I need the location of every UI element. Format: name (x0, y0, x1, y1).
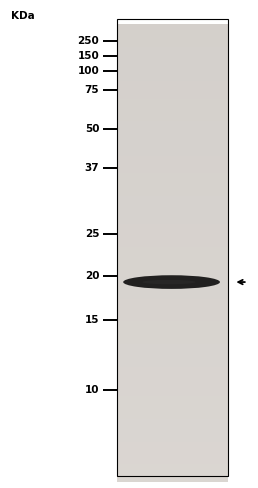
Bar (117, 379, 228, 385)
Bar (117, 425, 228, 430)
Bar (117, 133, 228, 139)
Bar (117, 282, 228, 287)
Bar (117, 299, 228, 305)
Text: 15: 15 (85, 315, 99, 325)
Text: KDa: KDa (11, 11, 35, 20)
Bar (117, 207, 228, 213)
Bar (117, 184, 228, 190)
Bar (117, 356, 228, 362)
Text: 100: 100 (78, 66, 99, 76)
Bar (117, 419, 228, 425)
Bar (117, 104, 228, 110)
Bar (117, 264, 228, 270)
Bar (117, 167, 228, 173)
Bar (117, 390, 228, 396)
Bar (117, 247, 228, 253)
Bar (117, 385, 228, 390)
Bar (117, 122, 228, 127)
Text: 150: 150 (78, 51, 99, 61)
Bar (117, 430, 228, 436)
Bar (117, 19, 228, 476)
Bar (117, 87, 228, 93)
Bar (117, 24, 228, 30)
Bar (117, 30, 228, 36)
Bar (117, 156, 228, 162)
Bar (117, 81, 228, 87)
Ellipse shape (123, 275, 220, 289)
Bar (117, 373, 228, 379)
Bar (117, 402, 228, 407)
Bar (117, 202, 228, 207)
Bar (117, 127, 228, 133)
Text: 10: 10 (85, 386, 99, 395)
Text: 25: 25 (85, 229, 99, 239)
Bar (117, 190, 228, 196)
Bar (117, 276, 228, 282)
Bar (117, 396, 228, 402)
Bar (117, 179, 228, 184)
Bar (117, 476, 228, 482)
Bar (117, 224, 228, 230)
Bar (117, 150, 228, 156)
Bar (117, 367, 228, 373)
Bar (117, 144, 228, 150)
Bar (117, 453, 228, 459)
Bar (117, 407, 228, 413)
Bar (117, 173, 228, 179)
Text: 75: 75 (85, 85, 99, 95)
Bar (117, 339, 228, 345)
Ellipse shape (142, 280, 196, 284)
Bar (117, 327, 228, 333)
Text: 20: 20 (85, 271, 99, 281)
Bar (117, 322, 228, 327)
Bar (117, 305, 228, 310)
Bar (117, 345, 228, 350)
Bar (117, 253, 228, 259)
Bar (117, 436, 228, 442)
Bar (117, 139, 228, 144)
Bar (117, 47, 228, 53)
Bar (117, 242, 228, 247)
Bar (117, 362, 228, 367)
Bar (117, 333, 228, 339)
Bar (117, 93, 228, 99)
Bar (117, 465, 228, 470)
Bar (117, 116, 228, 122)
Bar (117, 259, 228, 264)
Bar (117, 99, 228, 104)
Bar (117, 59, 228, 64)
Bar (117, 213, 228, 219)
Text: 37: 37 (85, 163, 99, 173)
Bar (117, 70, 228, 76)
Bar (117, 470, 228, 476)
Bar (117, 316, 228, 322)
Text: 50: 50 (85, 124, 99, 134)
Bar (117, 162, 228, 167)
Bar (117, 196, 228, 202)
Bar (117, 350, 228, 356)
Bar (117, 270, 228, 276)
Bar (117, 36, 228, 41)
Bar (117, 310, 228, 316)
Bar (117, 76, 228, 81)
Bar (117, 53, 228, 59)
Bar (117, 64, 228, 70)
Text: 250: 250 (78, 37, 99, 46)
Bar (117, 413, 228, 419)
Bar (117, 287, 228, 293)
Bar (117, 236, 228, 242)
Bar (117, 41, 228, 47)
Bar (117, 219, 228, 224)
Bar (117, 110, 228, 116)
Bar (117, 230, 228, 236)
Bar (117, 293, 228, 299)
Bar (117, 459, 228, 465)
Bar (117, 447, 228, 453)
Bar (117, 442, 228, 447)
